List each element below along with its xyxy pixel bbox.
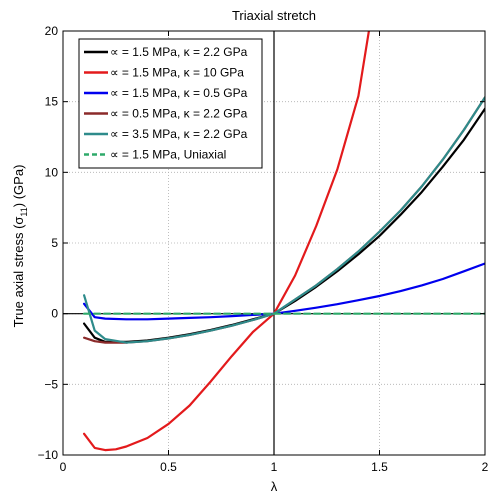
legend-label-1: ∝ = 1.5 MPa, κ = 10 GPa [110, 66, 244, 80]
x-tick-label-3: 1.5 [371, 460, 388, 474]
y-axis-label-subscript: 11 [19, 207, 29, 216]
y-axis-label-tail: ) (GPa) [11, 165, 26, 208]
y-tick-label-0: −10 [38, 448, 59, 462]
legend-label-2: ∝ = 1.5 MPa, κ = 0.5 GPa [110, 86, 248, 100]
y-axis-label-main: True axial stress (σ [11, 217, 26, 328]
plot-area: 0 0.5 1 1.5 2 −10 −5 0 5 10 15 20 ∝ = 1.5 MPa, κ = 2… [38, 24, 489, 474]
y-tick-label-3: 5 [51, 236, 58, 250]
x-tick-label-1: 0.5 [160, 460, 177, 474]
legend-label-4: ∝ = 3.5 MPa, κ = 2.2 GPa [110, 127, 248, 141]
x-tick-label-0: 0 [60, 460, 67, 474]
y-tick-label-2: 0 [51, 307, 58, 321]
y-axis-label: True axial stress (σ11) (GPa) [11, 165, 29, 328]
y-tick-label-4: 10 [45, 165, 59, 179]
legend-box [78, 38, 263, 169]
series-line-1 [82, 31, 370, 452]
x-tick-label-2: 1 [271, 460, 278, 474]
chart-title: Triaxial stretch [232, 8, 316, 23]
legend-label-0: ∝ = 1.5 MPa, κ = 2.2 GPa [110, 45, 248, 59]
legend-label-5: ∝ = 1.5 MPa, Uniaxial [110, 148, 226, 162]
legend-label-3: ∝ = 0.5 MPa, κ = 2.2 GPa [110, 107, 248, 121]
y-tick-label-1: −5 [44, 377, 58, 391]
x-tick-label-4: 2 [482, 460, 489, 474]
x-axis-label: λ [271, 479, 278, 494]
series-group [82, 31, 485, 452]
y-tick-label-6: 20 [45, 24, 59, 38]
y-tick-label-5: 15 [45, 95, 59, 109]
